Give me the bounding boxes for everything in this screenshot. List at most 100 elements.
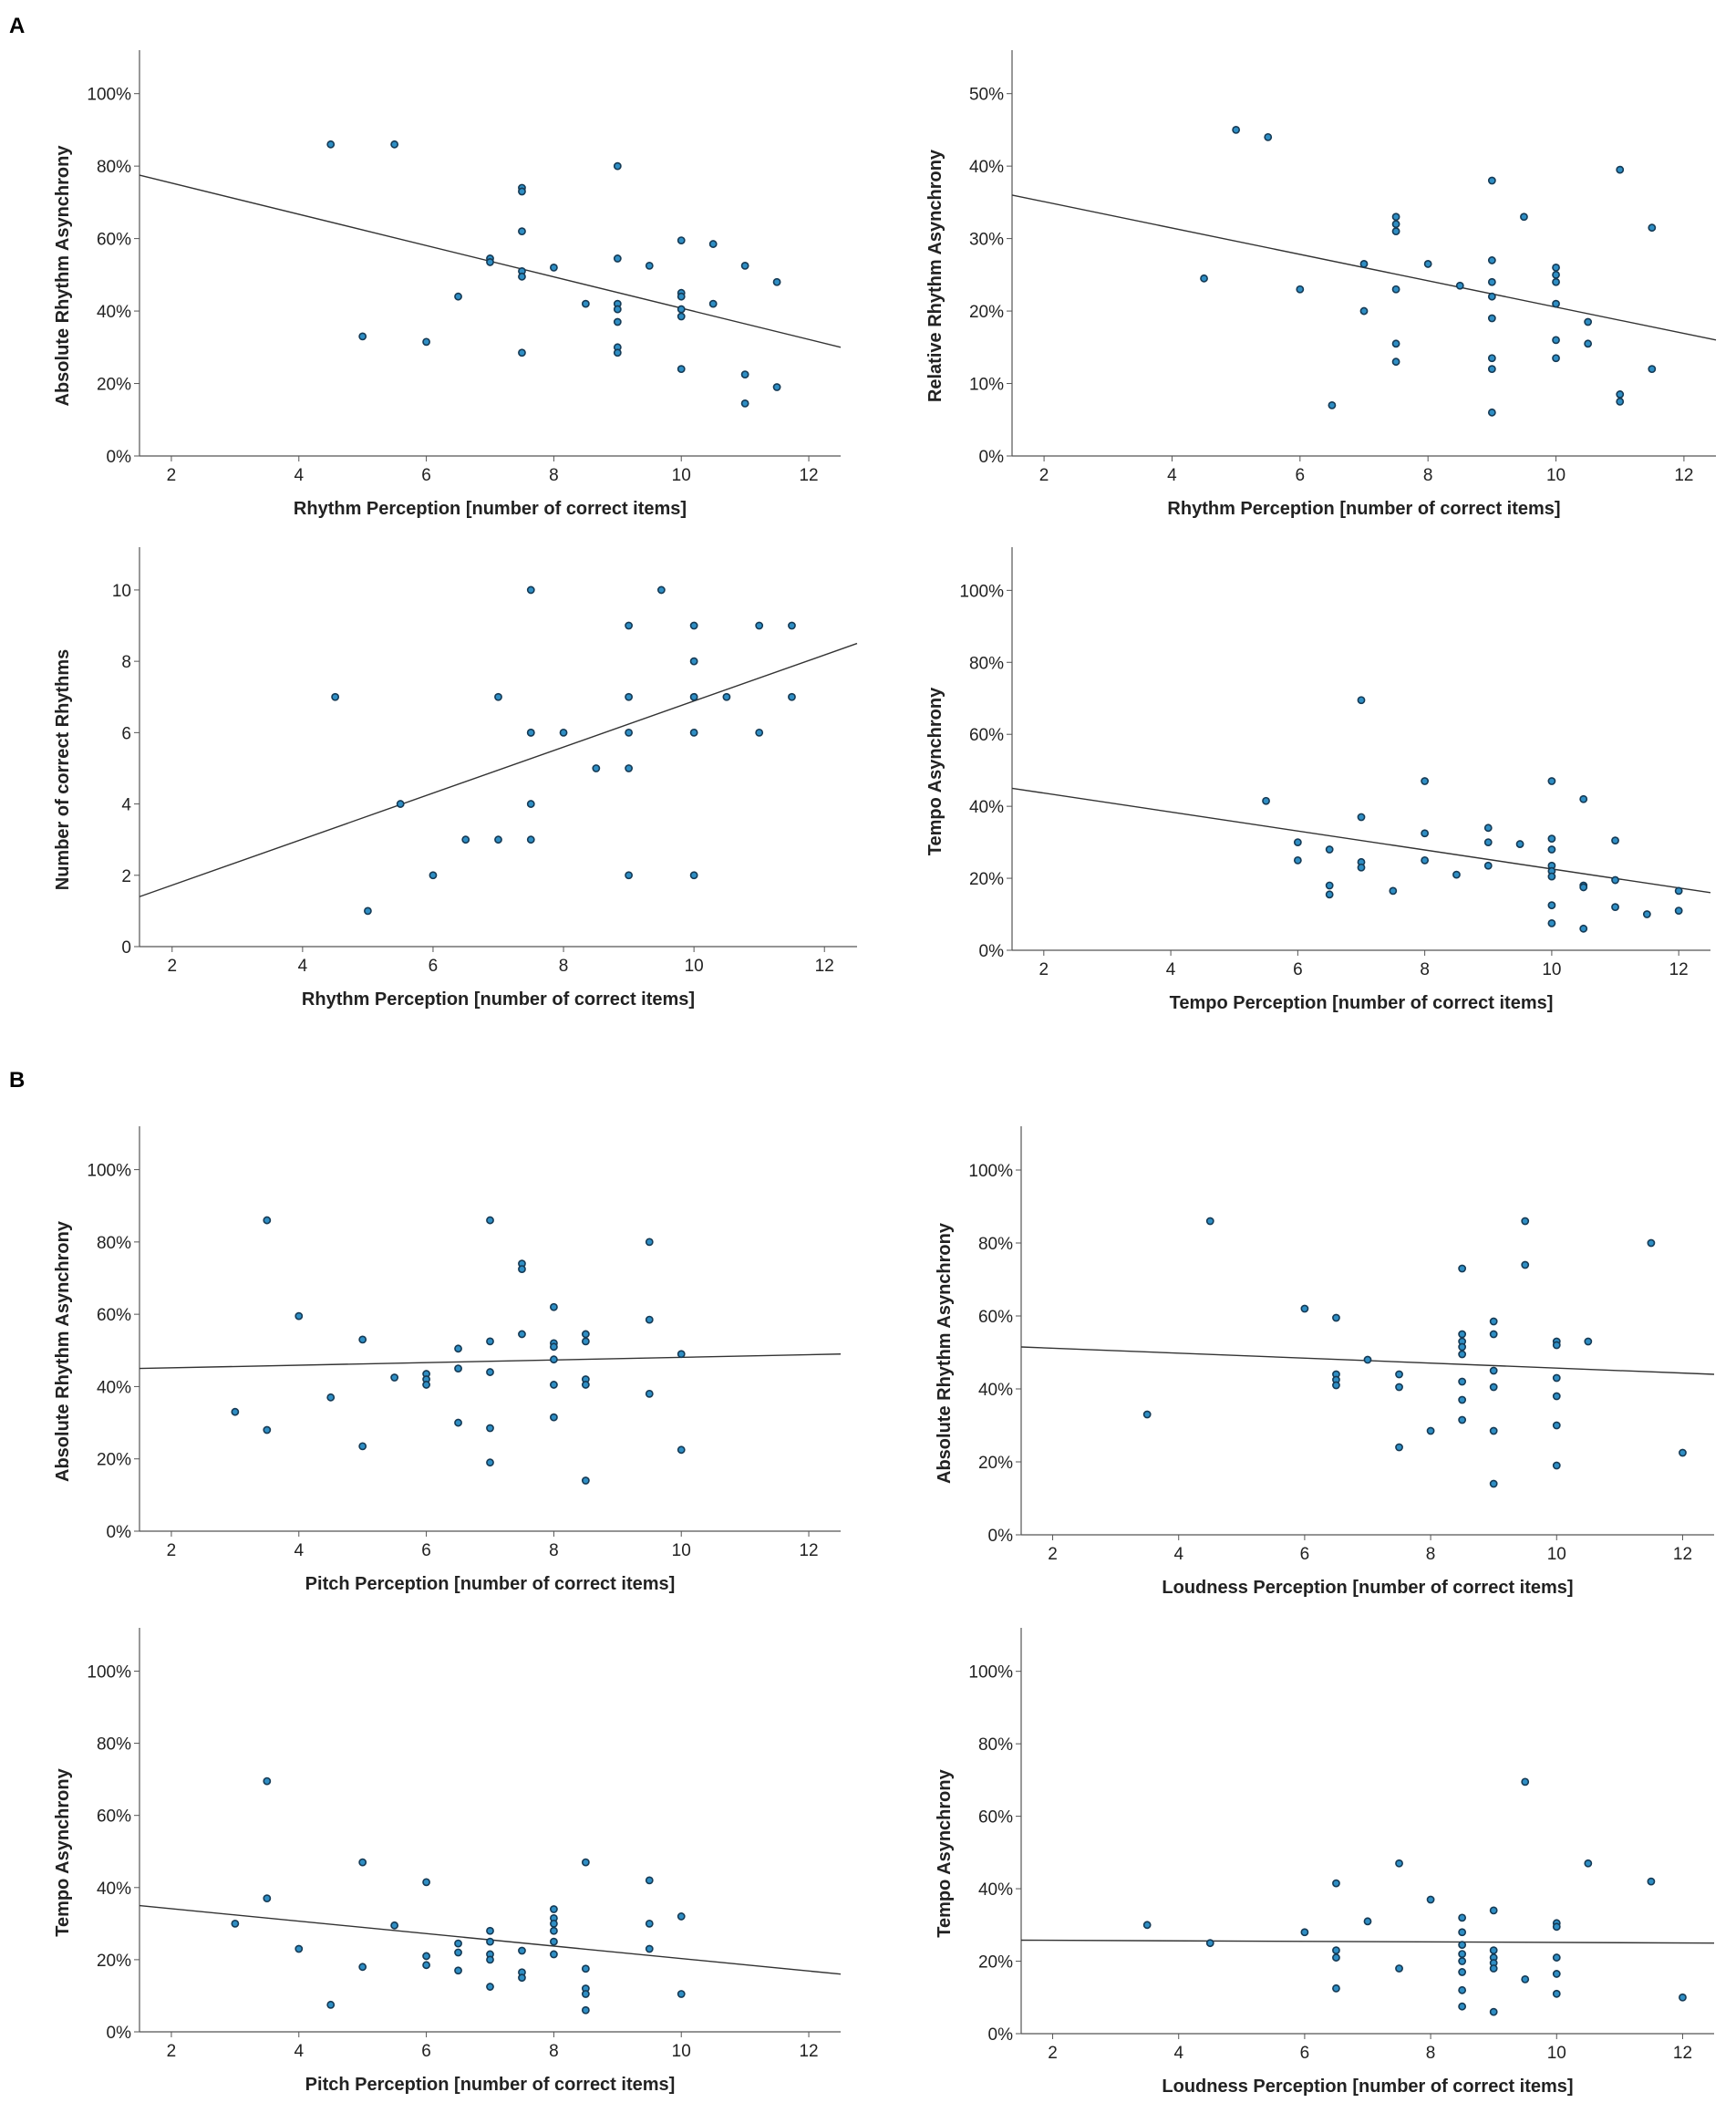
data-point xyxy=(1616,398,1625,406)
data-point xyxy=(1616,390,1625,399)
data-point xyxy=(486,258,494,266)
y-tick-label: 60% xyxy=(97,1306,131,1325)
data-point xyxy=(722,692,731,701)
data-point xyxy=(677,305,686,314)
data-point xyxy=(1395,1443,1403,1452)
data-point xyxy=(526,800,535,808)
x-tick-label: 10 xyxy=(1547,2044,1566,2063)
data-point xyxy=(486,1337,494,1346)
data-point xyxy=(1521,1777,1530,1787)
data-point xyxy=(1458,1330,1467,1339)
x-tick-label: 2 xyxy=(1039,466,1049,485)
y-tick-label: 20% xyxy=(978,1953,1013,1973)
data-point xyxy=(1487,292,1496,301)
data-point xyxy=(1489,1479,1498,1488)
y-tick-label: 0% xyxy=(979,448,1005,467)
data-point xyxy=(1458,1395,1467,1404)
data-point xyxy=(422,1952,430,1961)
data-point xyxy=(581,1337,590,1346)
x-axis-title: Loudness Perception [number of correct i… xyxy=(1162,1578,1573,1598)
data-point xyxy=(677,1350,686,1359)
data-point xyxy=(263,1776,272,1786)
data-point xyxy=(1552,1373,1561,1383)
data-point xyxy=(518,348,526,357)
data-point xyxy=(1487,365,1496,374)
y-tick-label: 0 xyxy=(121,938,131,958)
data-point xyxy=(625,871,633,880)
data-point xyxy=(1357,813,1366,822)
data-point xyxy=(1395,1964,1403,1973)
data-point xyxy=(1647,1238,1656,1248)
y-tick-label: 60% xyxy=(97,231,131,250)
data-point xyxy=(1332,1879,1340,1888)
x-tick-label: 10 xyxy=(1542,960,1561,979)
x-tick-label: 12 xyxy=(799,466,818,485)
data-point xyxy=(390,1921,399,1930)
y-tick-label: 20% xyxy=(97,376,131,395)
data-point xyxy=(677,1990,686,1998)
regression-line xyxy=(1020,1939,1715,1944)
data-point xyxy=(1357,863,1366,872)
data-point xyxy=(1552,1341,1561,1350)
data-point xyxy=(1616,165,1625,174)
data-point xyxy=(263,1894,272,1903)
data-point xyxy=(1489,1964,1498,1973)
data-point xyxy=(486,1983,494,1991)
data-point xyxy=(613,161,622,171)
y-tick-label: 8 xyxy=(121,653,131,672)
data-point xyxy=(518,1973,526,1983)
data-point xyxy=(645,1238,654,1247)
data-point xyxy=(625,621,633,630)
data-point xyxy=(1426,1895,1435,1904)
data-point xyxy=(1423,260,1432,268)
y-tick-label: 100% xyxy=(968,1663,1013,1683)
data-point xyxy=(740,399,749,408)
data-point xyxy=(1332,1381,1340,1390)
data-point xyxy=(581,1964,590,1973)
y-tick-label: 20% xyxy=(97,1952,131,1971)
regression-line xyxy=(1011,787,1711,894)
data-point xyxy=(550,1926,558,1935)
y-tick-label: 60% xyxy=(969,726,1004,745)
data-point xyxy=(390,1373,399,1382)
data-point xyxy=(581,2005,590,2015)
data-point xyxy=(625,728,633,737)
y-tick-label: 100% xyxy=(959,582,1004,601)
data-point xyxy=(1363,1917,1372,1926)
y-axis-title: Absolute Rhythm Asynchrony xyxy=(53,1220,73,1482)
x-tick-label: 10 xyxy=(685,957,704,976)
y-tick-label: 0% xyxy=(107,1523,132,1542)
x-axis-title: Loudness Perception [number of correct i… xyxy=(1162,2077,1573,2097)
data-point xyxy=(1489,1383,1498,1392)
data-point xyxy=(1389,886,1398,896)
data-point xyxy=(1552,336,1560,345)
data-point xyxy=(645,1315,654,1324)
data-point xyxy=(326,2000,336,2009)
data-point xyxy=(1489,1946,1498,1955)
data-point xyxy=(581,1381,590,1389)
data-point xyxy=(677,236,686,244)
data-point xyxy=(677,292,686,301)
data-point xyxy=(1421,829,1430,838)
data-point xyxy=(263,1216,272,1225)
data-point xyxy=(772,277,781,286)
x-tick-label: 6 xyxy=(1300,1545,1310,1564)
data-point xyxy=(1483,838,1493,847)
y-tick-label: 40% xyxy=(97,1880,131,1899)
y-tick-label: 4 xyxy=(121,796,131,815)
data-point xyxy=(422,1381,430,1389)
data-point xyxy=(625,692,633,701)
data-point xyxy=(550,263,558,272)
data-point xyxy=(396,800,405,808)
data-point xyxy=(788,692,796,701)
x-tick-label: 8 xyxy=(1426,2044,1436,2063)
y-axis-title: Tempo Asynchrony xyxy=(925,687,946,855)
x-tick-label: 4 xyxy=(1166,960,1176,979)
data-point xyxy=(1421,777,1430,785)
data-point xyxy=(1679,1448,1687,1457)
x-tick-label: 8 xyxy=(1426,1545,1436,1564)
data-point xyxy=(1325,890,1334,899)
data-point xyxy=(581,1330,590,1339)
data-point xyxy=(1421,855,1430,865)
